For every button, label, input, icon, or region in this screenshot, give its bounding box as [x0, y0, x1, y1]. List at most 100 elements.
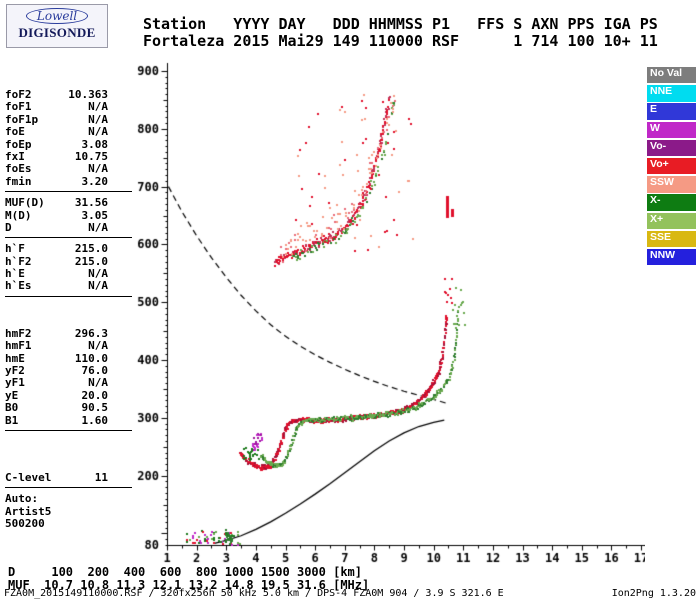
param-hF: h`F 215.0	[5, 242, 132, 256]
param-foEs: foEs N/A	[5, 162, 132, 176]
param-hEs: h`Es N/A	[5, 279, 132, 293]
param-foF1: foF1 N/A	[5, 100, 132, 114]
param-value: 31.56	[74, 196, 108, 210]
legend-item-E: E	[647, 103, 696, 120]
param-label: h`F	[5, 242, 25, 256]
param-fxI: fxI 10.75	[5, 149, 132, 163]
param-label: fxI	[5, 149, 25, 163]
param-foEp: foEp 3.08	[5, 137, 132, 151]
legend-item-X-: X-	[647, 194, 696, 211]
param-B1: B1 1.60	[5, 413, 132, 427]
param-fmin: fmin 3.20	[5, 174, 132, 188]
param-Auto: Auto:	[5, 492, 132, 506]
echo-direction-legend: No Val NNE E W Vo- Vo+ SSW X- X+ SSE NNW	[647, 67, 696, 267]
param-MUFD: MUF(D) 31.56	[5, 196, 132, 210]
param-value: 3.05	[81, 208, 109, 222]
param-label: B1	[5, 413, 19, 427]
ionogram-plot-canvas	[128, 52, 645, 574]
param-value: N/A	[88, 279, 108, 293]
legend-item-Vo+: Vo+	[647, 157, 696, 175]
param-label: fmin	[5, 174, 32, 188]
legend-item-NNW: NNW	[647, 248, 696, 266]
param-value: N/A	[88, 376, 108, 390]
param-label: yE	[5, 388, 19, 402]
param-value: 296.3	[74, 326, 108, 340]
param-label: h`F2	[5, 254, 32, 268]
param-value: 10.363	[68, 88, 108, 101]
param-label: MUF(D)	[5, 196, 45, 210]
param-Artist5: Artist5	[5, 504, 132, 518]
param-label: M(D)	[5, 208, 32, 222]
param-label: foEs	[5, 162, 32, 176]
param-value: N/A	[88, 100, 108, 114]
dmuf-table: D 100 200 400 600 800 1000 1500 3000 [km…	[8, 565, 370, 592]
param-label: C-level	[5, 470, 52, 484]
param-hF2: h`F2 215.0	[5, 254, 132, 268]
param-value: 11	[94, 470, 108, 484]
param-label: foF1p	[5, 112, 39, 126]
param-value: 90.5	[81, 401, 109, 415]
param-hmE: hmE 110.0	[5, 351, 132, 365]
param-value: 3.20	[81, 174, 109, 188]
param-value: N/A	[88, 339, 108, 353]
param-label: yF2	[5, 364, 25, 378]
param-value: 76.0	[81, 364, 109, 378]
header-param-values: Fortaleza 2015 Mai29 149 110000 RSF 1 71…	[143, 32, 658, 50]
param-value: N/A	[88, 267, 108, 281]
param-D: D N/A	[5, 220, 132, 234]
param-yF1: yF1 N/A	[5, 376, 132, 390]
param-value: 20.0	[81, 388, 109, 402]
param-value: 3.08	[81, 137, 109, 151]
param-yF2: yF2 76.0	[5, 364, 132, 378]
legend-item-SSE: SSE	[647, 230, 696, 248]
param-label: 500200	[5, 517, 45, 531]
param-value: N/A	[88, 220, 108, 234]
legend-item-NoVal: No Val	[647, 67, 696, 84]
footer-right: Ion2Png 1.3.20	[611, 588, 696, 599]
param-value: 10.75	[74, 149, 108, 163]
param-foF2: foF2 10.363	[5, 88, 132, 101]
param-hmF2: hmF2 296.3	[5, 326, 132, 340]
param-label: Artist5	[5, 504, 52, 518]
param-label: h`Es	[5, 279, 32, 293]
param-foF1p: foF1p N/A	[5, 112, 132, 126]
param-MD: M(D) 3.05	[5, 208, 132, 222]
param-label: Auto:	[5, 492, 39, 506]
param-value: N/A	[88, 112, 108, 126]
lowell-digisonde-logo: Lowell DIGISONDE	[6, 4, 108, 48]
param-yE: yE 20.0	[5, 388, 132, 402]
param-value: 110.0	[74, 351, 108, 365]
param-value: 1.60	[81, 413, 109, 427]
param-label: foF1	[5, 100, 32, 114]
param-label: hmF2	[5, 326, 32, 340]
param-hE: h`E N/A	[5, 267, 132, 281]
param-500200: 500200	[5, 517, 132, 531]
lowell-logo-oval: Lowell	[25, 8, 89, 24]
param-value: 215.0	[74, 242, 108, 256]
footer-left: FZA0M_2015149110000.RSF / 320fx256h 50 k…	[4, 588, 504, 599]
param-hmF1: hmF1 N/A	[5, 339, 132, 353]
parameter-panel: foF2 10.363 foF1 N/A foF1p N/A foE N/A foEp 3.08 f…	[5, 88, 132, 538]
param-foE: foE N/A	[5, 125, 132, 139]
legend-item-X+: X+	[647, 212, 696, 229]
param-label: B0	[5, 401, 19, 415]
param-label: hmE	[5, 351, 25, 365]
param-label: D	[5, 220, 12, 234]
legend-item-W: W	[647, 121, 696, 138]
legend-item-NNE: NNE	[647, 85, 696, 102]
param-value: 215.0	[74, 254, 108, 268]
param-label: h`E	[5, 267, 25, 281]
param-label: foF2	[5, 88, 32, 101]
param-label: hmF1	[5, 339, 32, 353]
param-C-level: C-level 11	[5, 470, 132, 484]
legend-item-SSW: SSW	[647, 176, 696, 193]
digisonde-logo-text: DIGISONDE	[18, 25, 96, 40]
status-bar: FZA0M_2015149110000.RSF / 320fx256h 50 k…	[4, 589, 696, 599]
param-label: foE	[5, 125, 25, 139]
param-value: N/A	[88, 125, 108, 139]
param-label: foEp	[5, 137, 32, 151]
param-label: yF1	[5, 376, 25, 390]
param-value: N/A	[88, 162, 108, 176]
header-param-labels: Station YYYY DAY DDD HHMMSS P1 FFS S AXN…	[143, 15, 658, 33]
